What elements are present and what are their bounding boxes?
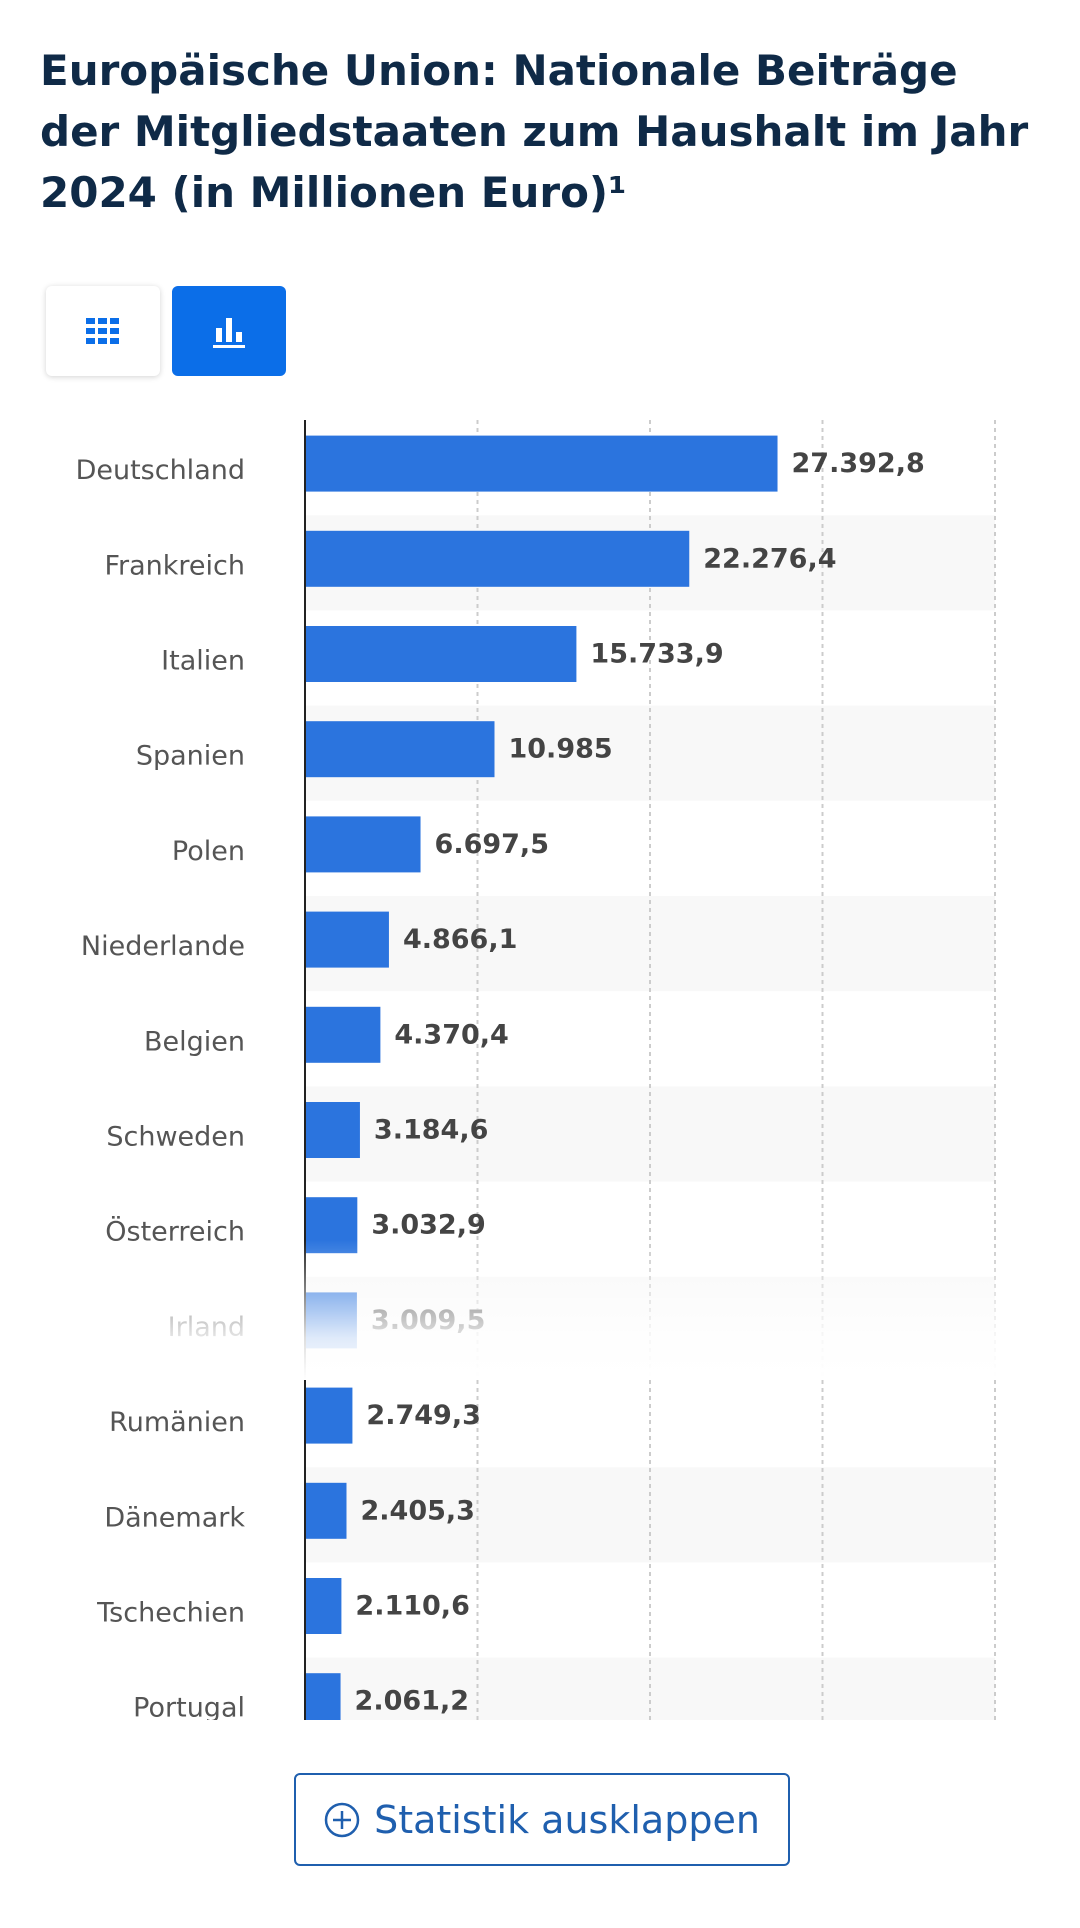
bar: [305, 1006, 381, 1063]
data-label: 27.392,8: [792, 448, 925, 479]
data-label: 2.110,6: [355, 1591, 469, 1622]
data-label: 6.697,5: [435, 829, 549, 860]
table-view-button[interactable]: [46, 286, 160, 376]
category-label: Belgien: [144, 1026, 245, 1057]
data-label: 3.184,6: [374, 1115, 488, 1146]
category-label: Italien: [161, 646, 245, 677]
bar: [305, 530, 690, 587]
bar-chart-icon: [213, 318, 245, 348]
bar: [305, 435, 778, 492]
bar-chart: 27.392,8 Deutschland 22.276,4 Frankreich 15.…: [0, 420, 1080, 1720]
category-label: Schweden: [106, 1122, 245, 1153]
data-label: 2.061,2: [355, 1686, 469, 1717]
expand-statistic-button[interactable]: Statistik ausklappen: [294, 1773, 790, 1866]
bar: [305, 1482, 347, 1539]
bar-chart-svg: 27.392,8 Deutschland 22.276,4 Frankreich 15.…: [76, 420, 996, 1720]
category-label: Rumänien: [109, 1407, 245, 1438]
row-background: [305, 1467, 995, 1563]
category-label: Frankreich: [104, 550, 245, 581]
data-label: 3.009,5: [371, 1305, 485, 1336]
plus-circle-icon: [324, 1802, 360, 1837]
grid-icon: [86, 318, 119, 344]
bar: [305, 1578, 342, 1634]
bar: [305, 1292, 357, 1349]
category-label: Portugal: [133, 1693, 245, 1720]
data-label: 22.276,4: [703, 543, 836, 574]
chart-view-button[interactable]: [172, 286, 286, 376]
data-label: 4.866,1: [403, 924, 517, 955]
category-label: Deutschland: [76, 455, 245, 486]
category-label: Tschechien: [96, 1598, 245, 1629]
data-label: 4.370,4: [394, 1019, 508, 1050]
category-label: Spanien: [136, 741, 245, 772]
page-title: Europäische Union: Nationale Beiträge de…: [40, 46, 1029, 217]
bar: [305, 911, 389, 968]
bar: [305, 626, 577, 682]
data-label: 10.985: [508, 734, 612, 765]
expand-statistic-label: Statistik ausklappen: [374, 1797, 760, 1842]
bar: [305, 816, 421, 873]
data-label: 3.032,9: [371, 1210, 485, 1241]
bar: [305, 1102, 360, 1158]
bar: [305, 1673, 341, 1720]
category-label: Polen: [172, 836, 245, 867]
data-label: 2.405,3: [360, 1495, 474, 1526]
bar: [305, 1197, 358, 1254]
category-label: Irland: [168, 1312, 245, 1343]
bar: [305, 1387, 353, 1444]
category-label: Österreich: [105, 1216, 245, 1248]
data-label: 2.749,3: [366, 1400, 480, 1431]
category-label: Niederlande: [81, 931, 245, 962]
data-label: 15.733,9: [590, 639, 723, 670]
category-label: Dänemark: [104, 1502, 245, 1533]
bar: [305, 721, 495, 778]
